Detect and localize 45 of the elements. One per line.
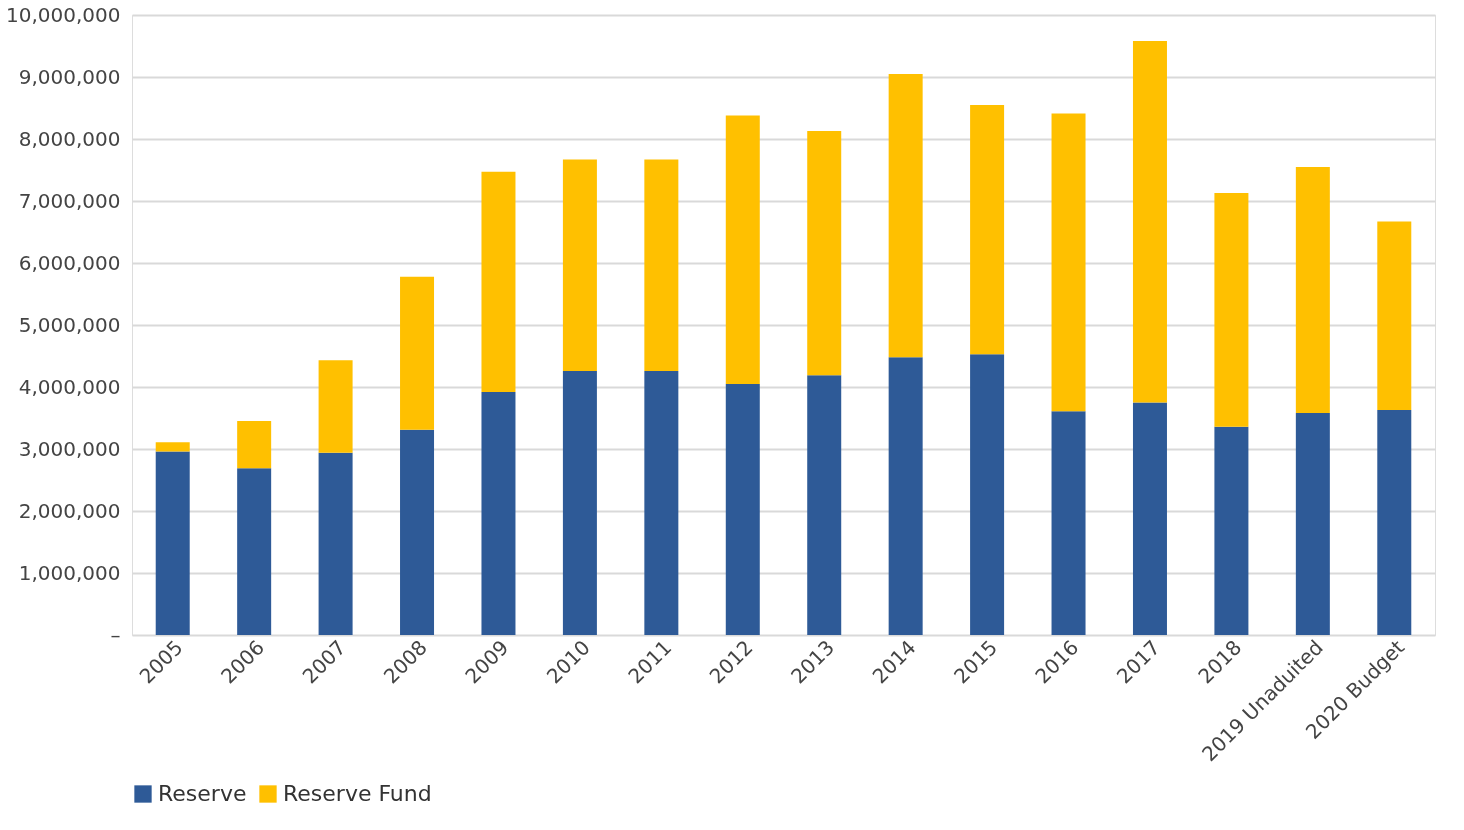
bar xyxy=(562,370,597,635)
bar xyxy=(725,115,760,384)
legend-label: Reserve xyxy=(158,781,247,806)
bar xyxy=(1377,409,1412,635)
bar xyxy=(237,421,272,469)
y-tick-label: 9,000,000 xyxy=(18,64,121,89)
bar xyxy=(1295,166,1330,414)
y-tick-label: 3,000,000 xyxy=(18,436,121,461)
bar xyxy=(888,357,923,635)
y-tick-label: 4,000,000 xyxy=(18,374,121,399)
bar xyxy=(970,104,1005,355)
bar xyxy=(644,370,679,635)
y-tick-label: 1,000,000 xyxy=(18,560,121,585)
bar xyxy=(400,276,435,430)
bar xyxy=(1051,411,1086,635)
y-tick-label: 6,000,000 xyxy=(18,250,121,275)
bar xyxy=(725,383,760,635)
bar xyxy=(1214,426,1249,635)
bar xyxy=(318,360,353,453)
bar xyxy=(807,375,842,635)
bar xyxy=(481,171,516,392)
bar xyxy=(1132,41,1167,403)
bar xyxy=(155,451,190,635)
bar xyxy=(1051,113,1086,412)
bar xyxy=(481,391,516,635)
y-tick-label: – xyxy=(110,622,121,647)
bar xyxy=(1214,192,1249,427)
bar xyxy=(318,452,353,635)
bar xyxy=(888,73,923,358)
bar xyxy=(807,130,842,376)
bar xyxy=(400,429,435,635)
bar xyxy=(970,354,1005,635)
y-tick-label: 7,000,000 xyxy=(18,188,121,213)
y-tick-label: 2,000,000 xyxy=(18,498,121,523)
bar xyxy=(562,159,597,371)
y-tick-label: 8,000,000 xyxy=(18,126,121,151)
bar xyxy=(237,468,272,635)
y-tick-label: 10,000,000 xyxy=(5,2,121,27)
bar xyxy=(1295,413,1330,635)
bar xyxy=(644,159,679,371)
bar xyxy=(155,442,190,452)
bar xyxy=(1377,221,1412,410)
legend-label: Reserve Fund xyxy=(283,781,432,806)
y-tick-label: 5,000,000 xyxy=(18,312,121,337)
bar xyxy=(1132,402,1167,635)
